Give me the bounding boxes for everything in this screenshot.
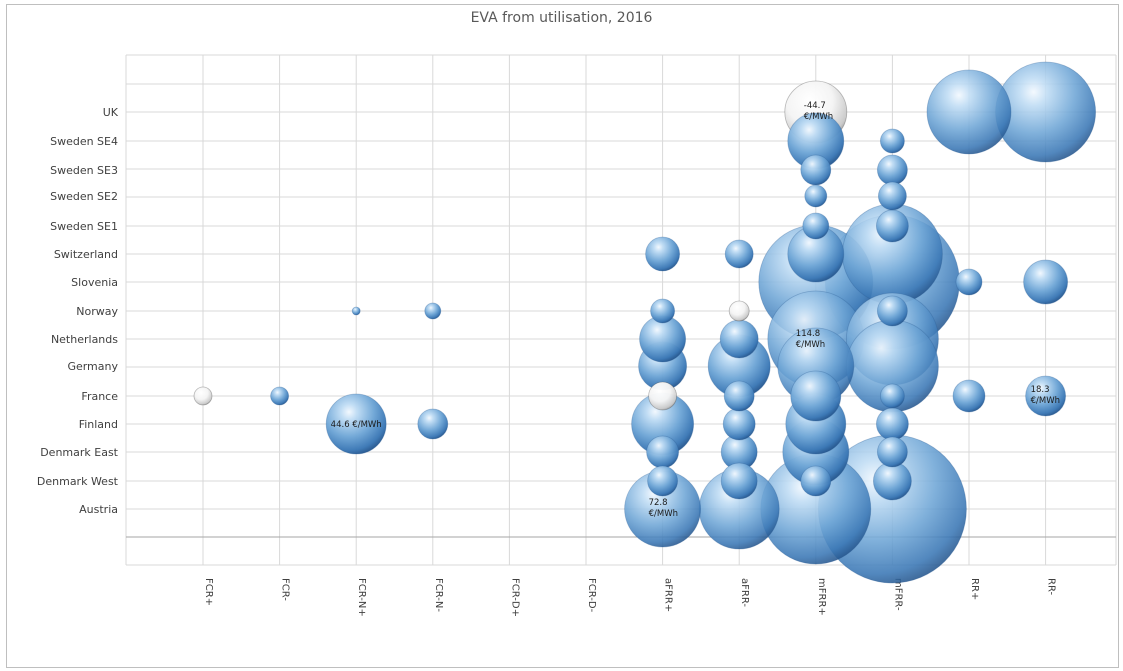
x-tick-label-afrrplus: aFRR+ bbox=[663, 578, 674, 612]
bubble-fcrminusnplus-finland bbox=[325, 393, 387, 455]
bubble-mfrrplus-sweden-se1 bbox=[802, 212, 830, 240]
x-tick-label-rrplus: RR+ bbox=[969, 578, 980, 600]
y-tick-label-germany: Germany bbox=[67, 360, 118, 373]
bubble-afrrplus-switzerland bbox=[645, 236, 680, 272]
bubble-mfrrminus-sweden-se2 bbox=[878, 181, 907, 211]
bubble-mfrrminus-sweden-se1 bbox=[876, 209, 909, 243]
bubble-mfrrplus-denmark-west bbox=[800, 465, 832, 497]
bubble-rrminus-slovenia bbox=[1023, 259, 1068, 305]
bubble-afrrminus-finland bbox=[722, 407, 756, 441]
bubble-mfrrplus-france bbox=[790, 370, 842, 422]
bubble-afrrplus-norway bbox=[650, 298, 675, 324]
data-label-rrminus-france: 18.3 €/MWh bbox=[1031, 385, 1060, 406]
bubble-mfrrminus-finland bbox=[876, 407, 909, 441]
x-tick-label-mfrrminus: mFRR- bbox=[892, 578, 903, 611]
bubbles bbox=[193, 61, 1096, 584]
bubble-mfrrminus-denmark-west bbox=[873, 461, 912, 501]
y-tick-label-slovenia: Slovenia bbox=[71, 276, 118, 289]
data-label-fcrminusnplus-finland: 44.6 €/MWh bbox=[331, 420, 382, 430]
data-label-mfrrplus-netherlands: 114.8 €/MWh bbox=[796, 329, 825, 350]
bubble-fcrminusnminus-finland bbox=[417, 408, 449, 440]
bubble-mfrrminus-norway bbox=[877, 295, 908, 327]
bubble-mfrrplus-sweden-se2 bbox=[804, 184, 828, 208]
y-tick-label-sweden-se2: Sweden SE2 bbox=[50, 190, 118, 203]
bubble-mfrrminus-denmark-east bbox=[877, 436, 908, 468]
y-tick-label-switzerland: Switzerland bbox=[54, 248, 118, 261]
x-tick-label-fcrminusnminus: FCR-N- bbox=[433, 578, 444, 612]
bubble-mfrrminus-france bbox=[880, 383, 905, 409]
y-tick-label-france: France bbox=[81, 390, 118, 403]
bubble-afrrminus-switzerland bbox=[724, 239, 754, 269]
bubble-afrrminus-netherlands bbox=[719, 319, 759, 359]
y-tick-label-denmark-west: Denmark West bbox=[37, 475, 119, 488]
x-tick-label-fcrminus: FCR- bbox=[280, 578, 291, 601]
bubble-afrrplus-france bbox=[648, 381, 677, 411]
x-tick-label-fcrminusdminus: FCR-D- bbox=[586, 578, 597, 613]
y-tick-label-sweden-se1: Sweden SE1 bbox=[50, 220, 118, 233]
y-tick-label-uk: UK bbox=[103, 106, 119, 119]
x-tick-label-rrminus: RR- bbox=[1046, 578, 1057, 595]
bubble-fcrminusnplus-norway bbox=[351, 306, 361, 316]
y-tick-label-denmark-east: Denmark East bbox=[40, 446, 118, 459]
data-label-mfrrplus-uk: -44.7 €/MWh bbox=[804, 101, 833, 122]
y-tick-label-norway: Norway bbox=[76, 305, 118, 318]
y-tick-label-sweden-se4: Sweden SE4 bbox=[50, 135, 118, 148]
y-tick-label-sweden-se3: Sweden SE3 bbox=[50, 164, 118, 177]
data-labels: 44.6 €/MWh 72.8 €/MWh -44.7 €/MWh 114.8 €/MWh 1… bbox=[331, 101, 1060, 519]
y-tick-label-netherlands: Netherlands bbox=[51, 333, 118, 346]
bubble-fcrminusnminus-norway bbox=[424, 302, 442, 320]
y-tick-label-finland: Finland bbox=[79, 418, 118, 431]
chart-title: EVA from utilisation, 2016 bbox=[470, 10, 653, 26]
bubble-mfrrminus-sweden-se4 bbox=[880, 128, 905, 154]
bubble-afrrminus-denmark-west bbox=[720, 462, 758, 500]
bubble-mfrrminus-sweden-se3 bbox=[877, 154, 908, 186]
x-tick-label-fcrminusnplus: FCR-N+ bbox=[356, 578, 367, 617]
y-tick-label-austria: Austria bbox=[79, 503, 118, 516]
bubble-fcrminus-france bbox=[270, 386, 290, 406]
x-tick-label-mfrrplus: mFRR+ bbox=[816, 578, 827, 616]
bubble-afrrplus-denmark-west bbox=[647, 465, 678, 497]
x-tick-label-fcrminusdplus: FCR-D+ bbox=[509, 578, 520, 617]
bubble-afrrminus-france bbox=[723, 380, 755, 412]
bubble-fcrplus-france bbox=[193, 386, 213, 406]
data-label-afrrplus-austria: 72.8 €/MWh bbox=[649, 498, 678, 519]
x-tick-label-afrrminus: aFRR- bbox=[739, 578, 750, 607]
bubble-rrplus-slovenia bbox=[955, 268, 983, 296]
bubble-rrplus-france bbox=[952, 379, 986, 413]
bubble-mfrrplus-sweden-se3 bbox=[800, 154, 832, 186]
bubble-rrplus-uk bbox=[926, 69, 1012, 155]
bubble-rrminus-france bbox=[1025, 375, 1066, 417]
x-tick-label-fcrplus: FCR+ bbox=[203, 578, 214, 606]
bubble-afrrminus-norway bbox=[728, 300, 750, 322]
bubble-afrrplus-denmark-east bbox=[646, 435, 679, 469]
